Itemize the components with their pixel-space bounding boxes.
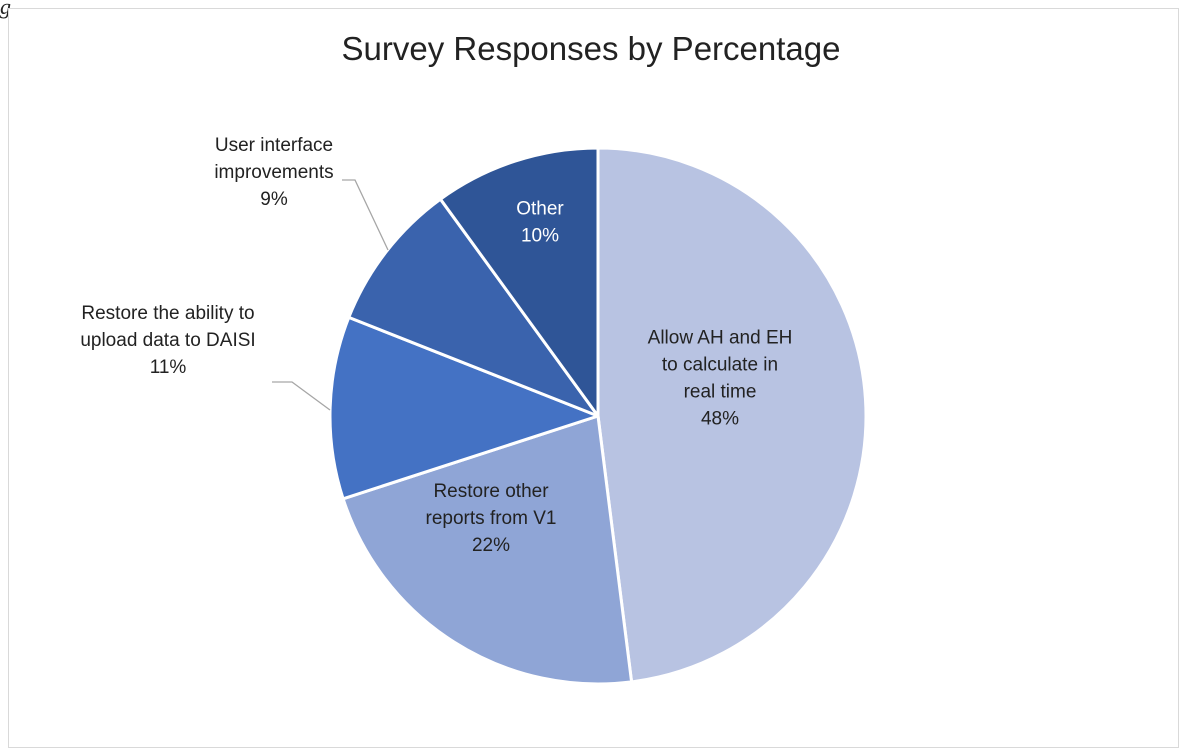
leader-line-3: [342, 179, 389, 251]
slice-labels: Allow AH and EH to calculate in real time 4…: [80, 135, 792, 556]
slice-label-line: reports from V1: [426, 508, 557, 529]
slice-label-line: upload data to DAISI: [80, 330, 255, 351]
slice-label-0: Allow AH and EH to calculate in real time 4…: [648, 328, 793, 430]
slice-percent-3: 9%: [260, 189, 288, 210]
chart-title: Survey Responses by Percentage: [341, 30, 841, 67]
leader-lines: [272, 179, 389, 411]
cropped-caption-fragment: g: [0, 0, 11, 19]
slice-label-1: Restore other reports from V1 22%: [426, 481, 557, 556]
slice-label-line: User interface: [215, 135, 333, 156]
pie-slices: [328, 146, 868, 686]
slice-percent-0: 48%: [701, 409, 739, 430]
slice-label-line: Allow AH and EH: [648, 328, 793, 349]
slice-percent-4: 10%: [521, 226, 559, 247]
pie-slice-3: [347, 197, 600, 418]
slice-percent-1: 22%: [472, 535, 510, 556]
slice-label-line: Restore the ability to: [81, 303, 254, 324]
pie-slice-2: [328, 315, 600, 501]
slice-label-line: improvements: [214, 162, 333, 183]
leader-line-2: [272, 381, 331, 411]
slice-label-line: Other: [516, 199, 564, 220]
slice-label-4: Other 10%: [516, 199, 564, 247]
slice-label-3: User interface improvements 9%: [214, 135, 333, 210]
pie-slice-4: [438, 146, 600, 418]
slice-label-2: Restore the ability to upload data to DAI…: [80, 303, 255, 378]
pie-slice-0: [596, 146, 868, 684]
pie-slice-1: [341, 414, 634, 686]
slice-label-line: real time: [684, 382, 757, 403]
slice-label-line: Restore other: [433, 481, 549, 502]
slice-percent-2: 11%: [150, 357, 187, 378]
slice-label-line: to calculate in: [662, 355, 778, 376]
